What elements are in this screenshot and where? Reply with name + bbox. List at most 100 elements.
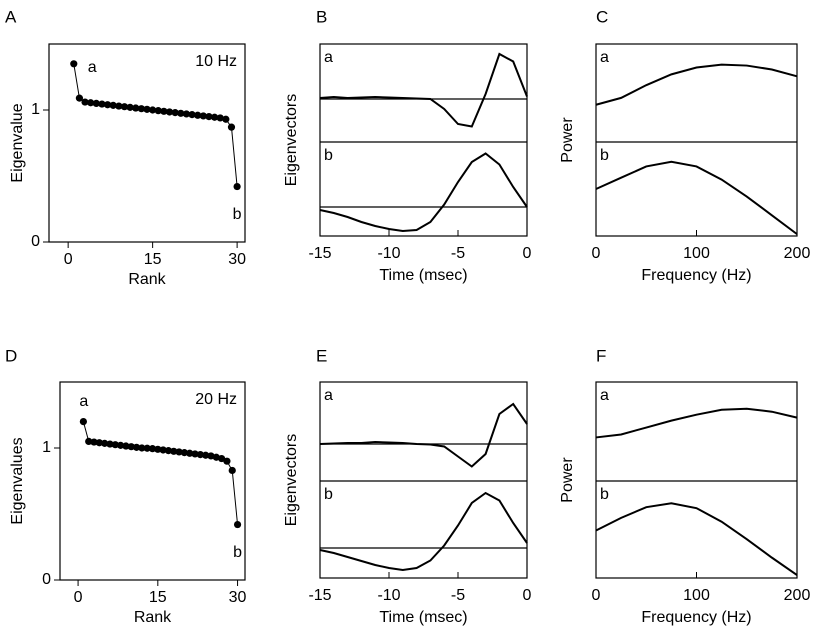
point — [101, 439, 109, 447]
point — [149, 106, 157, 114]
x-tick-label: 0 — [592, 587, 601, 604]
x-tick-label: 0 — [74, 589, 83, 606]
point — [132, 443, 141, 451]
point — [228, 466, 236, 475]
x-tick-label: -5 — [451, 245, 465, 262]
y-axis-label: Eigenvectors — [283, 434, 300, 527]
x-axis-label: Time (msec) — [379, 267, 467, 284]
point — [218, 454, 226, 463]
subplot-label: b — [600, 486, 609, 503]
curve — [319, 402, 528, 468]
point — [109, 101, 117, 109]
x-axis-label: Time (msec) — [379, 609, 467, 626]
point — [92, 99, 100, 107]
panel-letter: F — [596, 346, 606, 365]
point — [115, 102, 123, 110]
x-tick-label: 100 — [683, 245, 710, 262]
point — [75, 94, 84, 102]
panel-letter: E — [316, 346, 327, 365]
x-tick-label: 30 — [228, 251, 246, 268]
point — [188, 111, 196, 119]
y-tick-label: 1 — [42, 439, 51, 456]
point — [103, 101, 112, 109]
annotation: a — [79, 393, 88, 410]
point — [160, 107, 168, 115]
point — [98, 100, 106, 108]
point — [106, 440, 114, 448]
x-tick-label: -5 — [451, 587, 465, 604]
curve — [595, 160, 798, 235]
y-axis-label: Power — [559, 117, 576, 163]
point — [182, 110, 191, 118]
annotation: b — [233, 206, 242, 223]
y-tick-label: 0 — [42, 571, 51, 588]
point — [143, 105, 151, 113]
point — [126, 103, 134, 111]
curve — [319, 152, 528, 233]
point — [205, 113, 213, 121]
point — [199, 112, 207, 120]
y-axis-label: Power — [559, 457, 576, 503]
y-tick-label: 0 — [31, 233, 40, 250]
x-tick-label: 0 — [592, 245, 601, 262]
annotation: b — [233, 544, 242, 561]
point — [81, 98, 89, 106]
point — [143, 444, 151, 452]
subplot-label: a — [600, 387, 609, 404]
x-axis-label: Frequency (Hz) — [641, 267, 751, 284]
point — [148, 445, 157, 453]
annotation: 10 Hz — [195, 53, 237, 70]
curve — [595, 502, 798, 576]
point — [122, 442, 130, 450]
point — [117, 441, 125, 449]
y-axis-label: Eigenvalues — [9, 437, 26, 524]
point — [222, 115, 230, 123]
x-tick-label: 100 — [683, 587, 710, 604]
x-tick-label: -15 — [308, 245, 331, 262]
point — [137, 105, 145, 113]
x-tick-label: 0 — [523, 245, 532, 262]
point — [191, 450, 199, 458]
point — [210, 113, 219, 121]
panel-letter: D — [5, 346, 17, 365]
point — [79, 418, 87, 426]
point — [111, 441, 119, 449]
x-axis-label: Rank — [134, 609, 172, 626]
x-tick-label: -10 — [377, 245, 400, 262]
point — [227, 123, 236, 131]
x-tick-label: 0 — [64, 251, 73, 268]
x-tick-label: 200 — [784, 245, 811, 262]
plot-frame — [319, 43, 528, 237]
point — [70, 60, 78, 68]
point — [175, 448, 183, 456]
panel-letter: A — [5, 7, 17, 26]
y-tick-label: 1 — [31, 101, 40, 118]
plot-frame — [319, 381, 528, 579]
annotation: 20 Hz — [195, 391, 237, 408]
x-axis-label: Rank — [128, 271, 166, 288]
x-tick-label: 30 — [229, 589, 247, 606]
plot-frame — [59, 381, 246, 581]
point — [216, 114, 224, 122]
point — [159, 446, 167, 454]
curve — [595, 407, 798, 439]
point — [186, 449, 194, 457]
subplot-label: b — [324, 486, 333, 503]
panel-letter: C — [596, 7, 608, 26]
point — [233, 182, 241, 191]
y-axis-label: Eigenvalue — [9, 103, 26, 182]
point — [154, 107, 162, 115]
point — [87, 99, 95, 107]
point — [120, 103, 129, 111]
point — [196, 451, 204, 459]
subplot-label: a — [324, 49, 333, 66]
point — [127, 443, 135, 451]
connector-line — [73, 63, 238, 187]
point — [138, 444, 146, 452]
point — [164, 447, 173, 455]
point — [170, 447, 178, 455]
panel-letter: B — [316, 7, 327, 26]
point — [154, 445, 162, 453]
x-tick-label: 15 — [144, 251, 162, 268]
